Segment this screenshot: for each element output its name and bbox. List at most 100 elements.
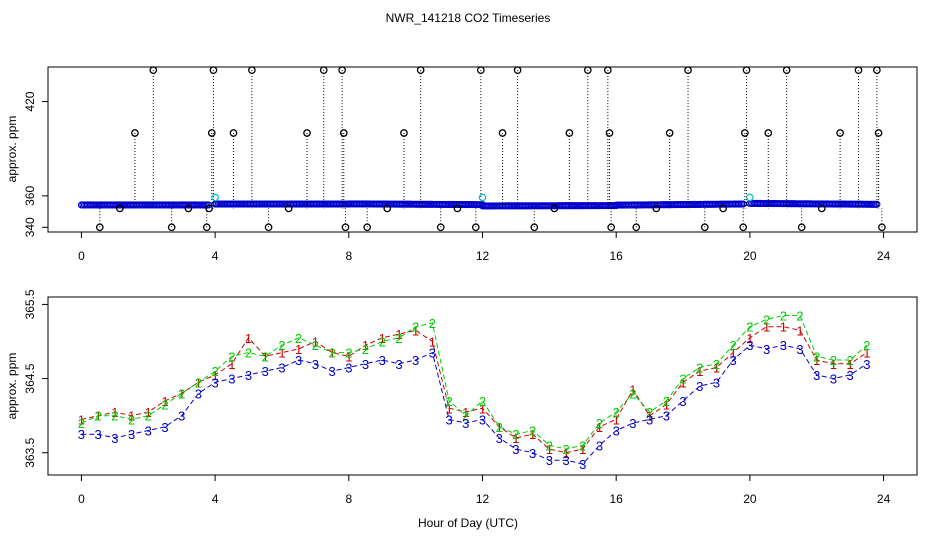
series-1-marker: 1: [278, 346, 285, 361]
series-1-marker: 1: [663, 398, 670, 413]
series-3-marker: 3: [730, 353, 737, 368]
series-3-marker: 3: [679, 394, 686, 409]
series-3-marker: 3: [412, 353, 419, 368]
series-2-marker: 2: [546, 438, 553, 453]
series-2-marker: 2: [496, 420, 503, 435]
series-2-marker: 2: [663, 394, 670, 409]
series-3-marker: 3: [830, 372, 837, 387]
top-black-point: [782, 66, 791, 74]
series-3-marker: 3: [295, 353, 302, 368]
series-3-marker: 3: [713, 375, 720, 390]
series-2-marker: 2: [111, 409, 118, 424]
series-1-marker: 1: [395, 327, 402, 342]
series-3-marker: 3: [328, 364, 335, 379]
top-panel: 340 360 420 0 4 8 12 16 20 24 approx. ppm: [5, 66, 918, 263]
series-3-marker: 3: [95, 427, 102, 442]
series-3-marker: 3: [145, 424, 152, 439]
top-black-point: [530, 223, 539, 232]
series-1-marker: 1: [796, 323, 803, 338]
series-2-marker: 2: [562, 442, 569, 457]
series-2-marker: 2: [746, 320, 753, 335]
series-2-marker: 2: [128, 412, 135, 427]
bottom-y-tick-label: 363.5: [23, 437, 37, 467]
top-black-point: [95, 223, 104, 232]
series-3-marker: 3: [863, 357, 870, 372]
series-1-marker: 1: [780, 320, 787, 335]
top-cyan-point: [211, 193, 219, 202]
series-1-marker: 1: [145, 405, 152, 420]
series-3-marker: 3: [245, 368, 252, 383]
series-2-marker: 2: [245, 346, 252, 361]
series-3-marker: 3: [529, 446, 536, 461]
top-y-axis-label: approx. ppm: [5, 116, 19, 183]
top-black-point: [471, 223, 480, 232]
series-2-marker: 2: [429, 316, 436, 331]
bottom-y-axis: 363.5 364.5 365.5: [23, 289, 48, 468]
series-2-marker: 2: [178, 386, 185, 401]
top-x-tick-label: 20: [743, 249, 757, 263]
top-y-tick-label: 360: [23, 186, 37, 206]
series-2-marker: 2: [295, 331, 302, 346]
top-blue-point: [739, 200, 747, 208]
top-black-point: [341, 223, 350, 232]
top-x-axis: 0 4 8 12 16 20 24: [78, 232, 891, 263]
top-x-tick-label: 8: [345, 249, 352, 263]
top-black-point: [284, 204, 293, 213]
top-black-point: [873, 66, 881, 74]
series-1-marker: 1: [412, 323, 419, 338]
series-3-marker: 3: [128, 427, 135, 442]
series-1-marker: 1: [128, 409, 135, 424]
series-3-marker: 3: [161, 420, 168, 435]
series-3-marker: 3: [395, 357, 402, 372]
series-1-marker: 1: [830, 357, 837, 372]
series-2-marker: 2: [696, 360, 703, 375]
top-black-point: [632, 223, 641, 232]
series-3-marker: 3: [746, 338, 753, 353]
series-3-marker: 3: [562, 453, 569, 468]
series-1-marker: 1: [746, 331, 753, 346]
series-2-marker: 2: [228, 349, 235, 364]
series-1-marker: 1: [211, 368, 218, 383]
series-2-marker: 2: [78, 416, 85, 431]
bottom-y-tick-label: 364.5: [23, 363, 37, 393]
top-black-point: [583, 66, 592, 74]
top-x-tick-label: 4: [212, 249, 219, 263]
series-2-marker: 2: [512, 427, 519, 442]
series-3-marker: 3: [379, 353, 386, 368]
top-black-point: [476, 66, 485, 74]
series-2-marker: 2: [629, 386, 636, 401]
top-black-point: [741, 129, 749, 137]
series-2-marker: 2: [796, 309, 803, 324]
series-2-marker: 2: [278, 338, 285, 353]
series-2-marker: 2: [195, 375, 202, 390]
series-3-marker: 3: [262, 364, 269, 379]
top-black-point: [383, 204, 392, 213]
top-black-point: [184, 204, 193, 213]
series-3-marker: 3: [278, 360, 285, 375]
top-black-point: [202, 223, 211, 232]
series-3-marker: 3: [195, 386, 202, 401]
top-black-point: [550, 204, 559, 213]
series-3-line: [81, 344, 868, 465]
top-black-point: [338, 66, 346, 74]
series-2-marker: 2: [479, 394, 486, 409]
top-black-point: [874, 129, 883, 137]
series-2-marker: 2: [529, 424, 536, 439]
top-black-point: [436, 223, 445, 232]
series-3-marker: 3: [763, 342, 770, 357]
series-1-marker: 1: [763, 320, 770, 335]
series-2-marker: 2: [596, 416, 603, 431]
series-1-marker: 1: [529, 427, 536, 442]
series-3-marker: 3: [847, 368, 854, 383]
series-3-marker: 3: [228, 372, 235, 387]
series-1-marker: 1: [429, 335, 436, 350]
series-2-marker: 2: [211, 364, 218, 379]
top-black-point: [229, 129, 238, 137]
top-plot-marks: [77, 66, 886, 232]
series-1-marker: 1: [462, 405, 469, 420]
top-black-point: [742, 66, 751, 74]
top-x-tick-label: 16: [610, 249, 624, 263]
bottom-x-axis-label: Hour of Day (UTC): [418, 516, 518, 530]
